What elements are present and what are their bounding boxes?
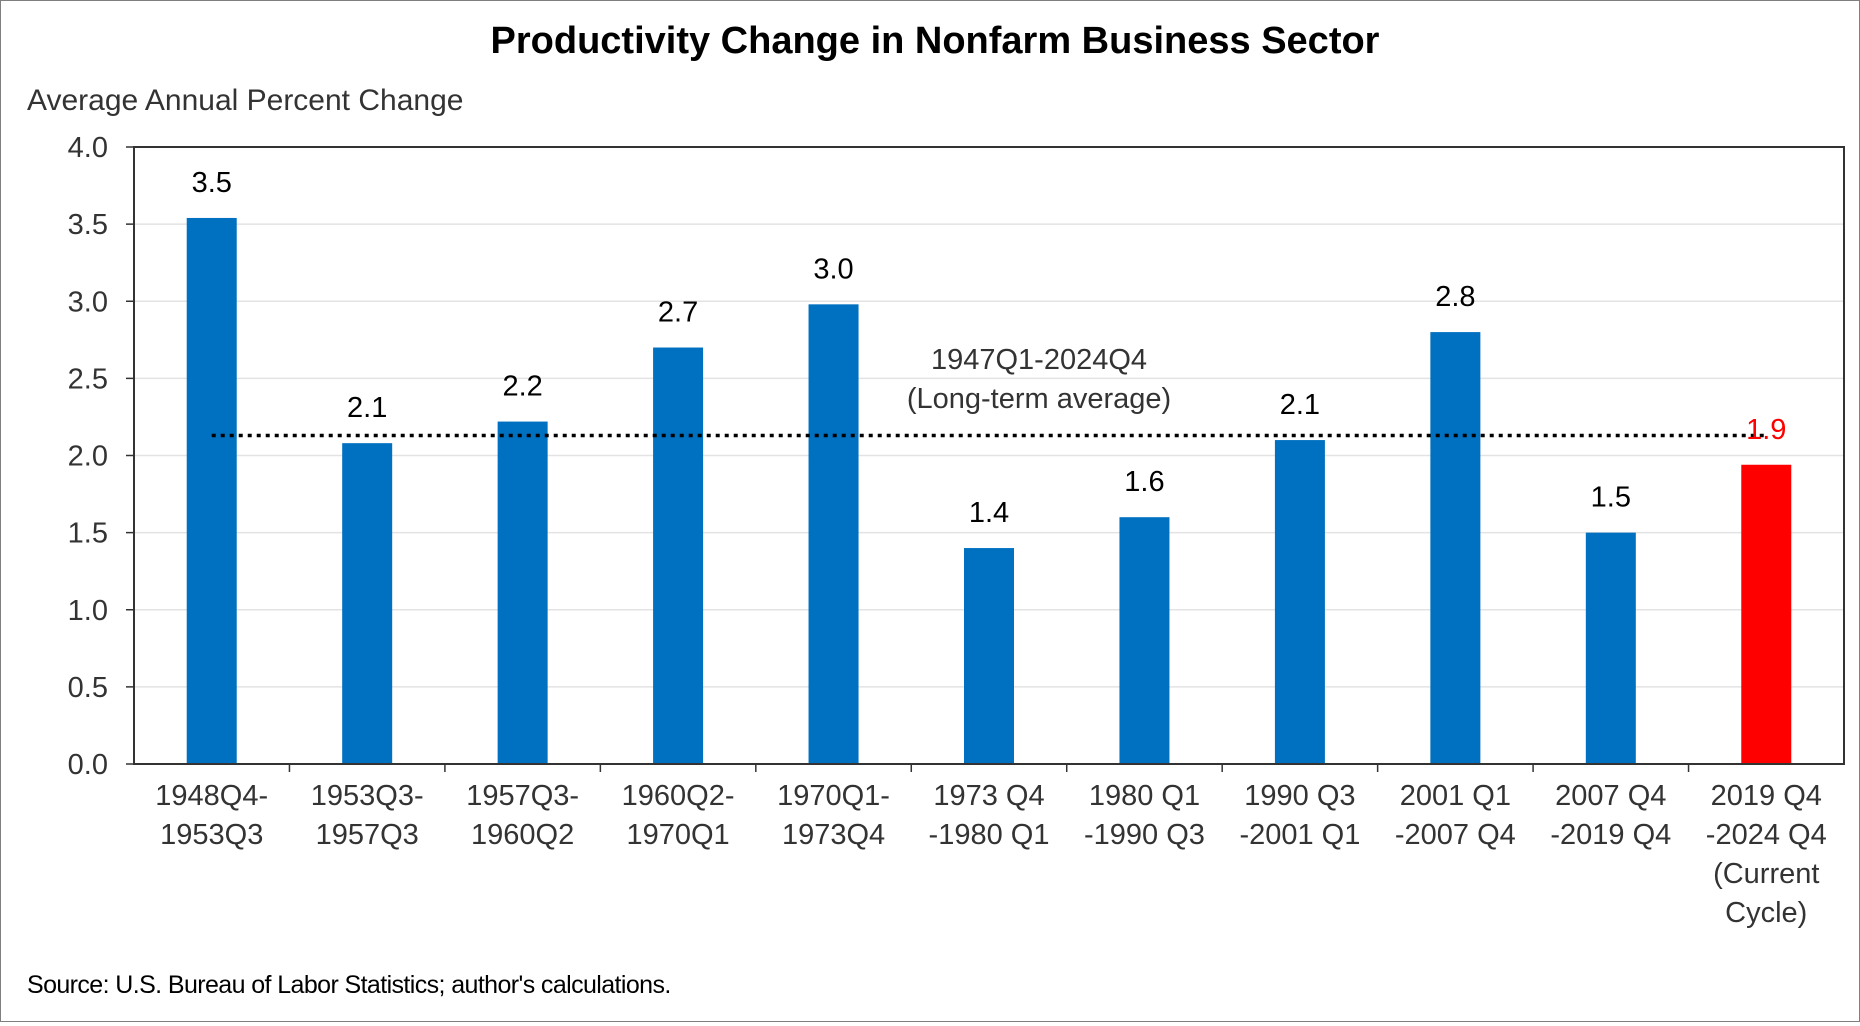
x-tick-label-line: 1990 Q3 [1244,780,1355,812]
x-tick-label: 1953Q3- 1957Q3 [311,780,424,851]
bar-value-label: 2.1 [347,392,387,424]
x-tick-label-line: 1970Q1- [777,780,890,812]
x-tick-label-line: 1970Q1 [626,819,729,851]
bar-value-label: 1.5 [1591,482,1631,514]
x-tick-label-line: -2019 Q4 [1550,819,1671,851]
y-tick-label: 4.0 [68,132,108,164]
y-axis-label: Average Annual Percent Change [27,84,463,117]
x-tick-label-line: -2024 Q4 [1706,819,1827,851]
bar [1119,517,1170,764]
bars [186,217,1792,764]
plot-border [133,146,1845,765]
bar-value-label: 2.1 [1280,389,1320,421]
bar [1430,332,1481,764]
bar-value-label: 3.5 [192,167,232,199]
source-note: Source: U.S. Bureau of Labor Statistics;… [27,971,671,999]
axes: 0.0 0.5 1.0 1.5 2.0 2.5 3.0 3.5 4.0 [68,132,1845,781]
bar [964,548,1014,764]
x-tick-label: 1960Q2- 1970Q1 [622,780,735,851]
y-tick-label: 2.5 [68,363,108,395]
x-tick-label: 1957Q3- 1960Q2 [466,780,579,851]
y-tick-label: 1.5 [68,518,108,550]
bar-value-label: 2.7 [658,297,698,329]
x-tick-label: 2007 Q4 -2019 Q4 [1550,780,1671,851]
bar [1274,440,1325,764]
bar [808,304,859,764]
bar-value-label: 1.6 [1124,466,1164,498]
labels: 3.5 1948Q4- 1953Q3 2.1 1953Q3- 1957Q3 2.2 1957Q… [155,167,1826,929]
x-tick-label-line: 1980 Q1 [1089,780,1200,812]
x-tick-label: 2019 Q4 -2024 Q4 (Current Cycle) [1706,780,1827,929]
x-tick-label-line: 1957Q3 [316,819,419,851]
y-tick-label: 1.0 [68,595,108,627]
long-term-average-label: 1947Q1-2024Q4 (Long-term average) [907,344,1171,415]
x-tick-label-line: Cycle) [1725,897,1807,929]
bar-value-label: 3.0 [813,253,853,285]
bar-value-label: 2.8 [1435,281,1475,313]
x-tick-label-line: 2001 Q1 [1400,780,1511,812]
x-tick-label-line: 2019 Q4 [1711,780,1822,812]
x-tick-label-line: -1980 Q1 [929,819,1050,851]
x-tick-label: 1970Q1- 1973Q4 [777,780,890,851]
average-line-group: 1947Q1-2024Q4 (Long-term average) [211,344,1767,438]
x-tick-label: 1948Q4- 1953Q3 [155,780,268,851]
y-tick-label: 0.5 [68,672,108,704]
long-term-average-label-line: (Long-term average) [907,383,1171,415]
x-tick-label-line: -2007 Q4 [1395,819,1516,851]
y-tick-label: 3.0 [68,286,108,318]
bar [186,217,237,764]
bar-value-label: 1.9 [1746,414,1786,446]
x-tick-label-line: 1960Q2 [471,819,574,851]
y-tick-label: 0.0 [68,749,108,781]
bar [497,421,548,764]
y-tick-label: 2.0 [68,441,108,473]
bar [653,347,704,764]
bar-value-label: 2.2 [502,371,542,403]
bar [342,443,393,764]
x-tick-label-line: 1953Q3- [311,780,424,812]
x-tick-label: 2001 Q1 -2007 Q4 [1395,780,1516,851]
x-tick-label: 1973 Q4 -1980 Q1 [929,780,1050,851]
long-term-average-label-line: 1947Q1-2024Q4 [931,344,1147,376]
x-tick-label-line: 1948Q4- [155,780,268,812]
x-tick-label-line: (Current [1713,858,1819,890]
bar-value-label: 1.4 [969,497,1009,529]
x-tick-label-line: -1990 Q3 [1084,819,1205,851]
chart-title: Productivity Change in Nonfarm Business … [491,20,1380,62]
x-tick-label-line: 1960Q2- [622,780,735,812]
x-tick-label-line: 2007 Q4 [1555,780,1666,812]
gridlines [134,223,1844,688]
bar [1585,532,1636,764]
y-tick-label: 3.5 [68,209,108,241]
x-tick-label-line: 1973 Q4 [933,780,1044,812]
x-tick-label-line: 1973Q4 [782,819,885,851]
x-tick-label-line: -2001 Q1 [1239,819,1360,851]
x-tick-label: 1980 Q1 -1990 Q3 [1084,780,1205,851]
x-tick-label-line: 1953Q3 [160,819,263,851]
x-tick-label: 1990 Q3 -2001 Q1 [1239,780,1360,851]
x-tick-label-line: 1957Q3- [466,780,579,812]
bar [1741,464,1792,764]
